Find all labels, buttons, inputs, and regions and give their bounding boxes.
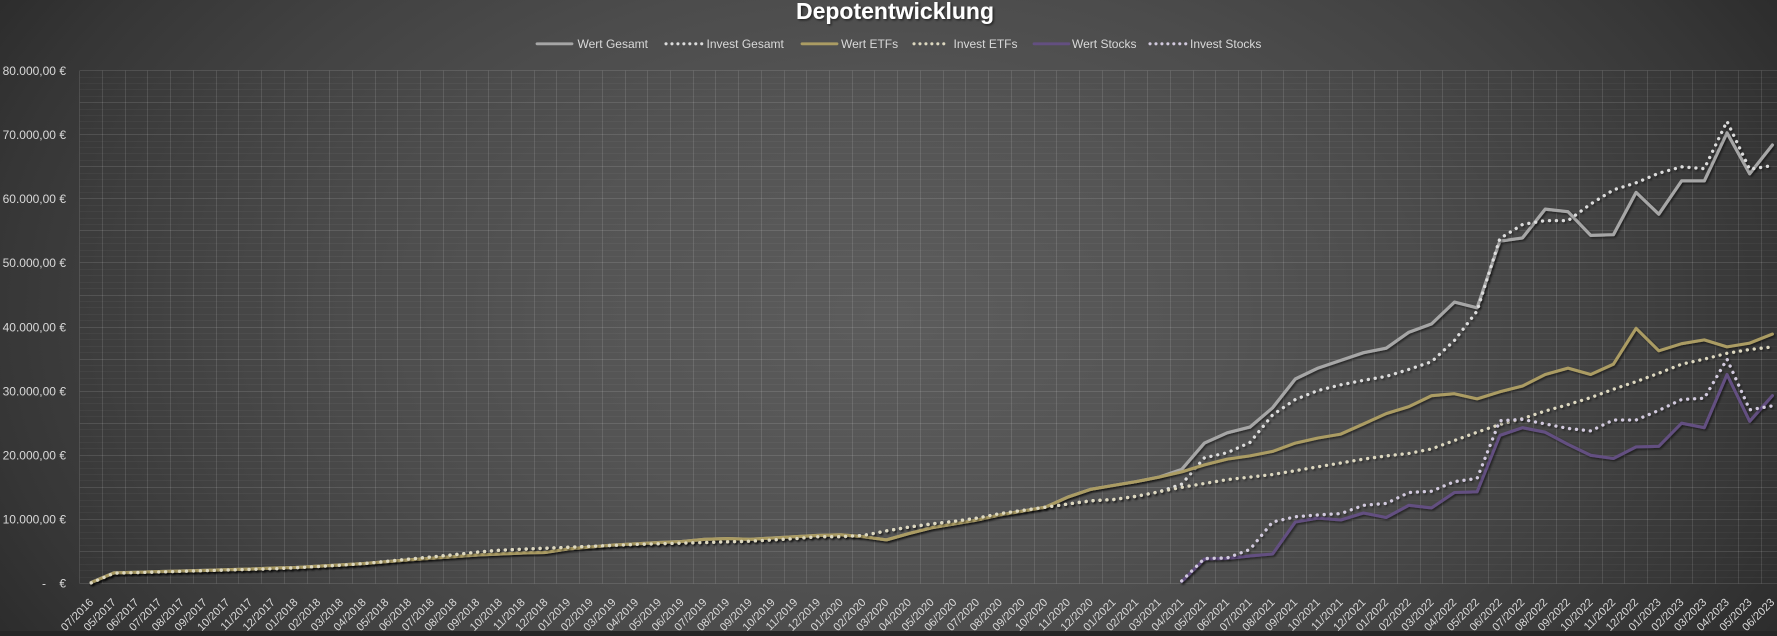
svg-text:40.000,00 €: 40.000,00 € [3, 320, 67, 334]
svg-text:Invest Stocks: Invest Stocks [1190, 37, 1261, 51]
svg-text:Invest Gesamt: Invest Gesamt [707, 37, 785, 51]
svg-text:60.000,00 €: 60.000,00 € [3, 192, 67, 206]
svg-text:Depotentwicklung: Depotentwicklung [796, 0, 994, 24]
svg-text:50.000,00 €: 50.000,00 € [3, 256, 67, 270]
svg-text:Wert ETFs: Wert ETFs [841, 37, 898, 51]
svg-text:80.000,00 €: 80.000,00 € [3, 64, 67, 78]
svg-text:20.000,00 €: 20.000,00 € [3, 449, 67, 463]
svg-text:- €: - € [42, 577, 66, 591]
svg-text:70.000,00 €: 70.000,00 € [3, 128, 67, 142]
svg-text:30.000,00 €: 30.000,00 € [3, 384, 67, 398]
svg-text:Wert Stocks: Wert Stocks [1072, 37, 1136, 51]
svg-text:Invest ETFs: Invest ETFs [954, 37, 1018, 51]
svg-text:10.000,00 €: 10.000,00 € [3, 513, 67, 527]
svg-text:Wert Gesamt: Wert Gesamt [578, 37, 649, 51]
